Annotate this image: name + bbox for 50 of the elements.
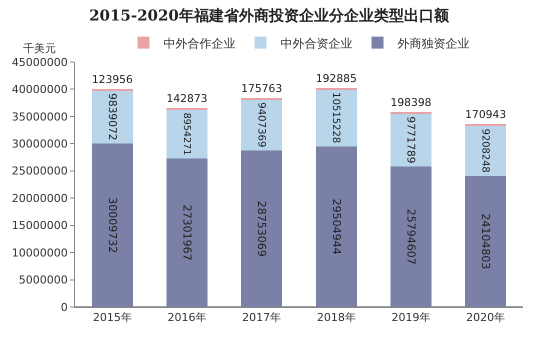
data-label: 10515228 <box>330 92 342 144</box>
chart-title: 2015-2020年福建省外商投资企业分企业类型出口额 <box>89 6 450 25</box>
bar <box>390 166 432 307</box>
bar <box>316 89 357 146</box>
x-tick-label: 2019年 <box>392 311 430 324</box>
data-label: 9839072 <box>106 93 119 141</box>
data-label: 9771789 <box>404 116 417 164</box>
y-tick-label: 35000000 <box>12 110 68 124</box>
x-tick-label: 2017年 <box>242 311 282 324</box>
y-axis-title: 千美元 <box>23 42 56 55</box>
bar <box>316 146 357 307</box>
bar <box>166 158 208 307</box>
data-label: 30009732 <box>106 197 119 254</box>
y-tick-label: 10000000 <box>12 246 68 260</box>
data-label: 192885 <box>316 72 357 86</box>
data-label: 123956 <box>92 73 134 86</box>
data-label: 25794607 <box>404 208 418 265</box>
legend-label: 中外合作企业 <box>164 36 236 50</box>
y-tick-label: 5000000 <box>18 274 68 287</box>
bar <box>390 113 432 167</box>
y-tick-label: 20000000 <box>12 192 68 205</box>
data-label: 27301967 <box>180 204 194 261</box>
x-tick-label: 2018年 <box>316 311 356 324</box>
data-label: 175763 <box>241 82 282 96</box>
data-label: 29504944 <box>330 198 343 255</box>
data-label: 28753069 <box>255 200 268 257</box>
legend-label: 外商独资企业 <box>398 36 470 50</box>
data-label: 198398 <box>390 96 432 110</box>
data-label: 9407369 <box>255 102 266 148</box>
data-label: 170943 <box>465 108 506 122</box>
y-tick-label: 45000000 <box>12 56 68 69</box>
bar <box>465 176 506 307</box>
x-tick-label: 2016年 <box>168 311 206 324</box>
bar <box>92 144 133 307</box>
legend-label: 中外合资企业 <box>280 36 352 50</box>
y-tick-label: 25000000 <box>12 164 68 178</box>
bar <box>241 150 282 307</box>
y-tick-label: 0 <box>60 300 68 314</box>
bar <box>241 99 282 150</box>
data-label: 8954271 <box>180 112 192 156</box>
x-tick-label: 2020年 <box>466 311 506 324</box>
y-tick-label: 40000000 <box>12 83 68 96</box>
data-label: 9208248 <box>480 128 491 173</box>
x-tick-label: 2015年 <box>92 311 132 324</box>
y-tick-label: 15000000 <box>12 219 68 232</box>
data-label: 142873 <box>166 92 208 106</box>
bar <box>166 110 208 158</box>
bar <box>465 126 506 176</box>
y-tick-label: 30000000 <box>12 138 68 151</box>
data-label: 24104803 <box>479 213 492 270</box>
